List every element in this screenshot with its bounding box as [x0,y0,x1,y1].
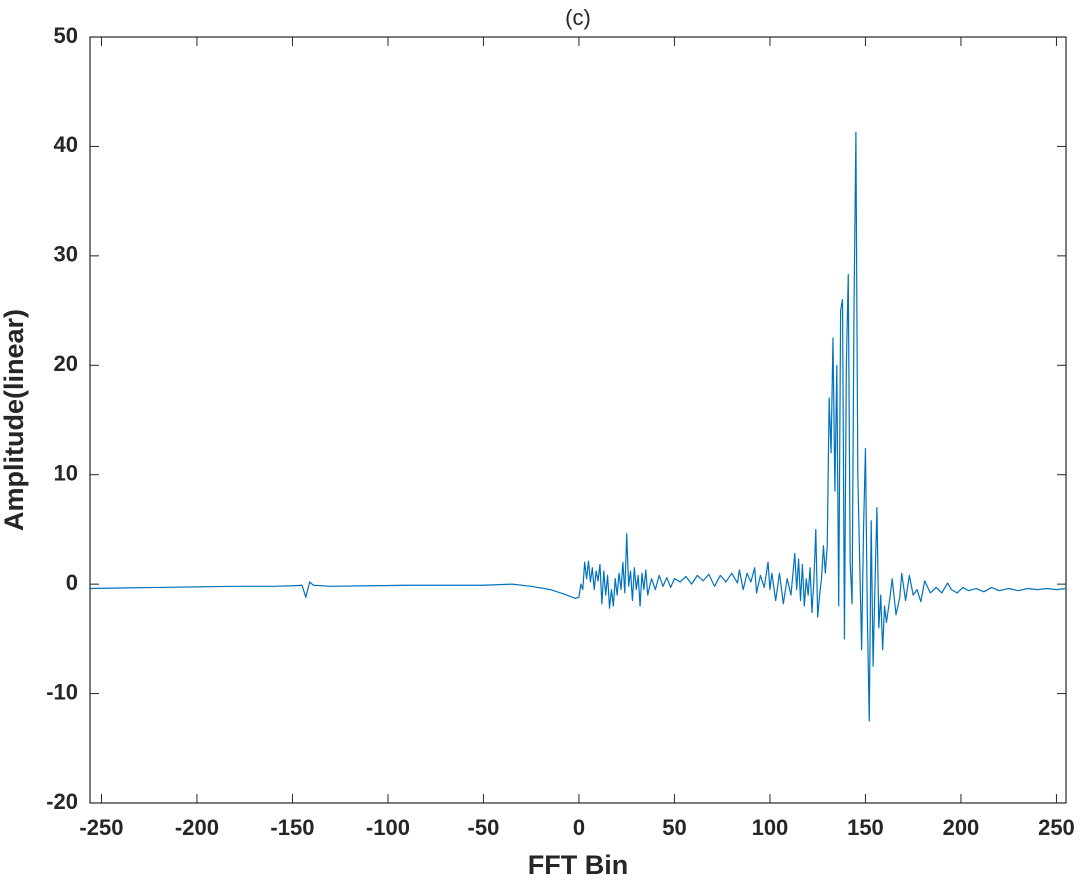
x-tick-label: 250 [1038,815,1075,840]
y-tick-label: 20 [54,351,78,376]
data-line [89,131,1067,722]
y-axis-label: Amplitude(linear) [0,309,29,531]
x-tick-label: -200 [175,815,219,840]
x-tick-label: -50 [468,815,500,840]
y-tick-label: 40 [54,132,78,157]
x-tick-label: -100 [366,815,410,840]
y-tick-label: 10 [54,461,78,486]
x-tick-label: 0 [573,815,585,840]
y-tick-label: 30 [54,242,78,267]
chart-title: (c) [565,5,591,30]
y-tick-label: 0 [66,570,78,595]
x-tick-label: 200 [943,815,980,840]
x-tick-label: 100 [752,815,789,840]
x-axis-label: FFT Bin [528,850,628,880]
y-tick-label: 50 [54,23,78,48]
y-tick-label: -20 [46,789,78,814]
x-tick-label: 150 [847,815,884,840]
plot-frame [89,36,1067,804]
x-tick-label: -250 [79,815,123,840]
x-tick-label: 50 [662,815,686,840]
x-tick-label: -150 [270,815,314,840]
y-tick-label: -10 [46,679,78,704]
